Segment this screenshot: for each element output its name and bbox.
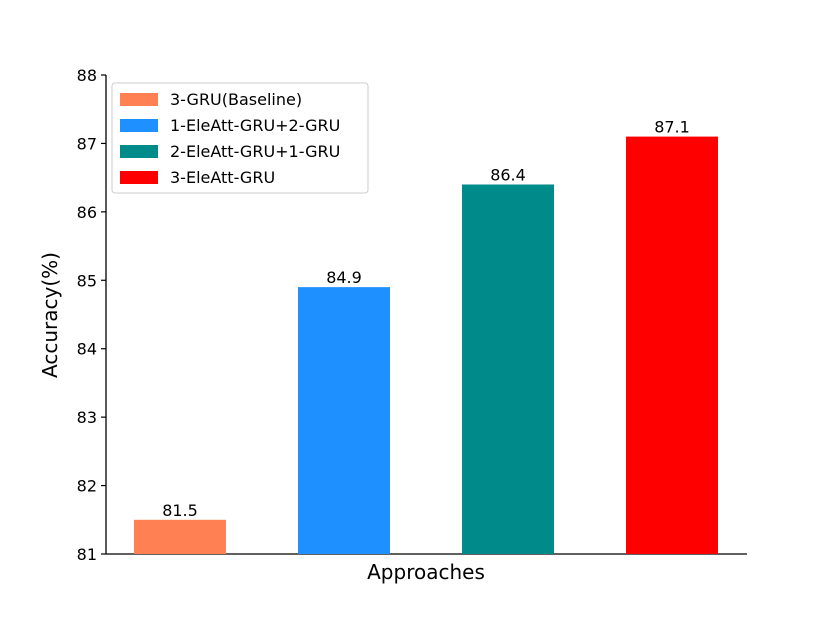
legend-entry-label: 1-EleAtt-GRU+2-GRU <box>170 116 340 135</box>
y-axis-title: Accuracy(%) <box>38 252 62 378</box>
y-axis: 81 82 83 84 85 86 87 88 <box>77 66 107 564</box>
y-tick-label: 88 <box>77 66 97 85</box>
legend-entry-label: 3-EleAtt-GRU <box>170 168 275 187</box>
bar <box>462 184 554 554</box>
legend-entry-label: 3-GRU(Baseline) <box>170 90 302 109</box>
y-tick-label: 86 <box>77 203 97 222</box>
legend-box <box>111 82 369 194</box>
y-tick-label: 87 <box>77 134 97 153</box>
legend-swatch <box>120 171 158 184</box>
x-axis-title: Approaches <box>367 560 485 584</box>
legend-swatch <box>120 119 158 132</box>
legend-swatch <box>120 93 158 106</box>
y-tick-label: 83 <box>77 408 97 427</box>
y-tick-label: 82 <box>77 477 97 496</box>
y-tick-label: 84 <box>77 340 97 359</box>
bars <box>134 136 718 555</box>
data-labels: 81.5 84.9 86.4 87.1 <box>162 118 690 520</box>
bar-value-label: 81.5 <box>162 501 198 520</box>
y-tick-label: 85 <box>77 271 97 290</box>
legend-swatch <box>120 145 158 158</box>
legend-entry-label: 2-EleAtt-GRU+1-GRU <box>170 142 340 161</box>
bar <box>134 519 226 554</box>
bar-value-label: 84.9 <box>326 268 362 287</box>
bar <box>626 136 718 555</box>
bar-value-label: 87.1 <box>654 118 690 137</box>
y-tick-label: 81 <box>77 545 97 564</box>
legend: 3-GRU(Baseline) 1-EleAtt-GRU+2-GRU 2-EleAt… <box>111 82 369 194</box>
bar <box>298 287 390 554</box>
bar-value-label: 86.4 <box>490 165 526 184</box>
